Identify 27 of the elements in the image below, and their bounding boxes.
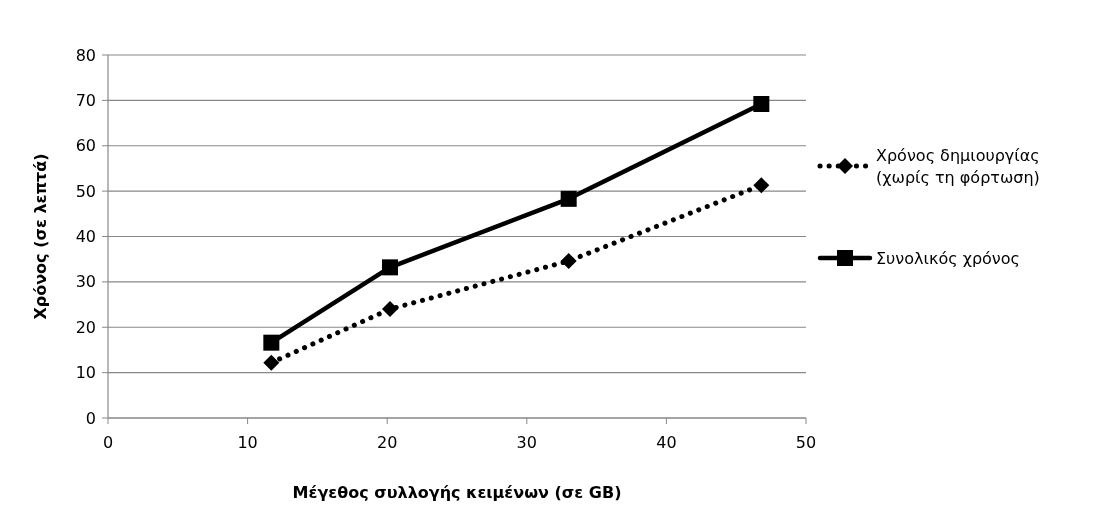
y-axis-title: Χρόνος (σε λεπτά) bbox=[31, 153, 50, 320]
point bbox=[381, 301, 398, 318]
y-tick-label: 10 bbox=[75, 363, 96, 383]
y-tick-label: 80 bbox=[75, 45, 96, 65]
point bbox=[560, 253, 577, 269]
point bbox=[753, 96, 770, 113]
y-tick-label: 30 bbox=[75, 272, 96, 292]
x-tick-label: 10 bbox=[237, 433, 258, 452]
x-axis-title: Μέγεθος συλλογής κειμένων (σε GB) bbox=[292, 483, 622, 502]
y-tick-label: 50 bbox=[75, 181, 96, 201]
y-tick-label: 0 bbox=[85, 408, 96, 428]
x-tick-label: 30 bbox=[516, 433, 537, 452]
y-tick-label: 40 bbox=[75, 227, 96, 247]
x-tick-label: 0 bbox=[102, 433, 114, 452]
x-tick-label: 40 bbox=[656, 433, 677, 452]
y-tick-label: 20 bbox=[75, 317, 96, 337]
y-tick-label: 60 bbox=[75, 136, 96, 156]
y-tick-label: 70 bbox=[75, 90, 96, 110]
point bbox=[263, 334, 280, 351]
legend-label: Συνολικός χρόνος bbox=[876, 248, 1020, 268]
legend-label: Χρόνος δημιουργίας (χωρίς τη φόρτωση) bbox=[876, 145, 1040, 187]
point bbox=[381, 259, 398, 276]
x-tick-label: 20 bbox=[377, 433, 398, 452]
x-tick-label: 50 bbox=[795, 433, 817, 452]
point bbox=[263, 354, 280, 371]
point bbox=[560, 190, 577, 207]
point bbox=[753, 177, 770, 194]
